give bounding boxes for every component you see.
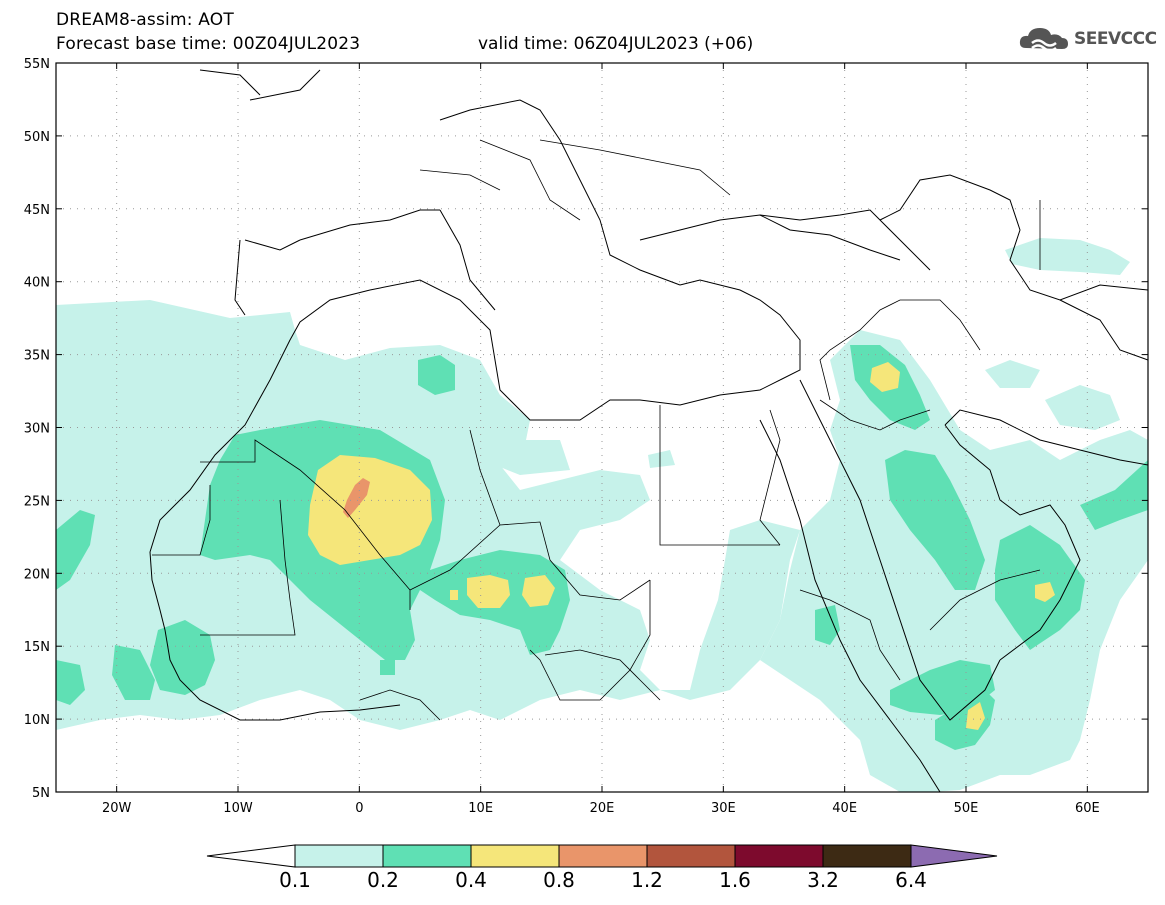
colorbar-swatch (382, 844, 472, 868)
colorbar-level-label: 1.6 (719, 868, 751, 892)
lon-label: 30E (711, 801, 736, 816)
lat-label: 10N (24, 713, 50, 728)
aot-guinea-mid (112, 645, 155, 700)
colorbar-level-label: 1.2 (631, 868, 663, 892)
lat-label: 40N (24, 276, 50, 291)
colorbar-swatch (558, 844, 648, 868)
lat-label: 30N (24, 422, 50, 437)
colorbar-swatch (294, 844, 384, 868)
lat-label: 5N (32, 786, 50, 801)
seevccc-logo: SEEVCCC (1018, 24, 1157, 54)
aot-sudan-mid (815, 605, 840, 645)
lat-label: 35N (24, 349, 50, 364)
lat-label: 50N (24, 130, 50, 145)
colorbar-level-label: 0.4 (455, 868, 487, 892)
aot-iraq-high (870, 362, 900, 392)
longitude-labels: 20W 10W 0 10E 20E 30E 40E 50E 60E (102, 801, 1100, 816)
lat-label: 25N (24, 494, 50, 509)
aot-iran-light (985, 360, 1040, 388)
aot-nigeria-mid (380, 660, 395, 675)
aot-algeria-high (308, 455, 432, 565)
aot-chad-small (450, 590, 458, 600)
aot-algeria-peak (343, 478, 370, 518)
latitude-labels: 55N 50N 45N 40N 35N 30N 25N 20N 15N 10N 5N (24, 57, 50, 801)
aot-libya-light (490, 440, 570, 475)
map-title: DREAM8-assim: AOT (56, 10, 234, 30)
colorbar-swatch (734, 844, 824, 868)
aot-left-mid (56, 660, 85, 705)
colorbar-level-label: 0.2 (367, 868, 399, 892)
lon-label: 10W (223, 801, 253, 816)
cloud-icon (1019, 28, 1068, 52)
colorbar-swatch (470, 844, 560, 868)
colorbar-level-label: 0.8 (543, 868, 575, 892)
forecast-base-time: Forecast base time: 00Z04JUL2023 (56, 34, 361, 54)
colorbar-level-label: 0.1 (279, 868, 311, 892)
colorbar-over-triangle (910, 844, 998, 868)
aot-field (56, 238, 1148, 792)
coastlines (149, 69, 1148, 792)
lat-label: 15N (24, 640, 50, 655)
lon-label: 20W (102, 801, 132, 816)
lon-label: 40E (832, 801, 857, 816)
aot-caspian-light (1005, 238, 1130, 275)
valid-time: valid time: 06Z04JUL2023 (+06) (478, 34, 754, 54)
lon-label: 20E (590, 801, 615, 816)
axis-ticks (56, 62, 1148, 793)
lat-label: 20N (24, 567, 50, 582)
colorbar-swatch (646, 844, 736, 868)
lon-label: 50E (954, 801, 979, 816)
lon-label: 0 (355, 801, 363, 816)
country-borders (152, 139, 1041, 721)
graticule (56, 63, 1148, 792)
colorbar-swatch (822, 844, 912, 868)
lat-label: 55N (24, 57, 50, 72)
aot-tunisia-mid (418, 355, 455, 395)
colorbar-level-label: 6.4 (895, 868, 927, 892)
aot-chad-high-a (467, 575, 510, 608)
aot-iran2-light (1045, 385, 1120, 430)
lon-label: 60E (1075, 801, 1100, 816)
aot-chad-high-b (522, 575, 555, 607)
aot-west-coast-mid (56, 510, 95, 590)
colorbar-level-label: 3.2 (807, 868, 839, 892)
lat-label: 45N (24, 203, 50, 218)
colorbar-under-triangle (206, 844, 296, 868)
aot-gulf-mid (1080, 460, 1148, 530)
logo-text: SEEVCCC (1074, 29, 1157, 49)
aot-somalia-high (966, 702, 985, 730)
lon-label: 10E (468, 801, 493, 816)
aot-egypt-light (648, 450, 675, 468)
aot-oman-high (1035, 582, 1055, 602)
colorbar: 0.1 0.2 0.4 0.8 1.2 1.6 3.2 6.4 (206, 844, 998, 892)
aot-arabia-mid (885, 450, 985, 590)
